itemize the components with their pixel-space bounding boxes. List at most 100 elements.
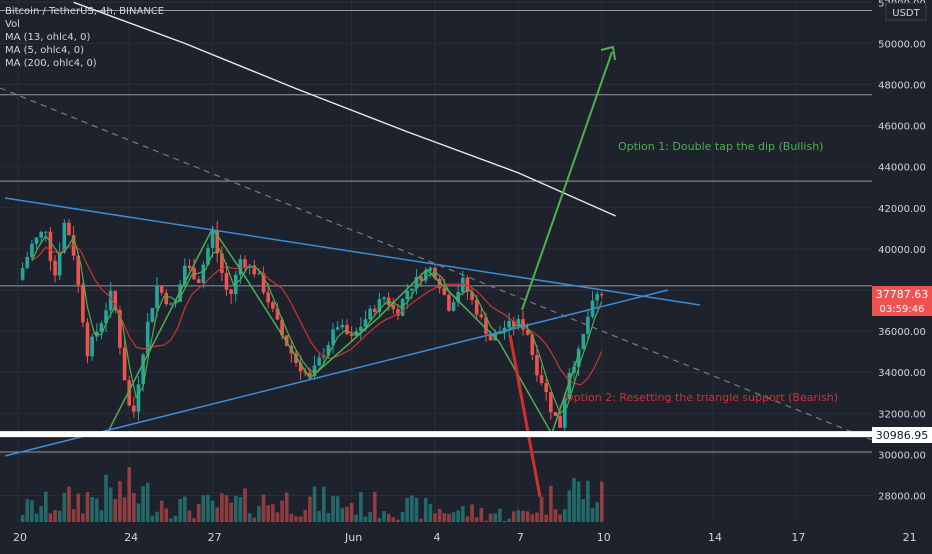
volume-bar (326, 513, 331, 527)
volume-bar (465, 516, 470, 527)
volume-bar (525, 511, 530, 527)
volume-bar (544, 514, 548, 527)
volume-bar (345, 506, 349, 527)
candle-body (308, 372, 312, 376)
volume-bar (400, 512, 405, 527)
volume-bar (521, 510, 525, 527)
price-scale[interactable] (872, 0, 932, 522)
volume-bar (433, 513, 437, 527)
volume-bar (183, 496, 187, 527)
candle-body (539, 375, 544, 384)
candle-body (595, 294, 599, 301)
candle-body (562, 398, 567, 428)
candle-body (173, 301, 178, 304)
candle-body (62, 222, 67, 253)
candle-body (215, 230, 220, 254)
volume-bar (530, 514, 535, 527)
volume-bar (428, 504, 433, 527)
volume-bar (558, 514, 562, 527)
indicator-ma5[interactable]: MA (5, ohlc4, 0) (5, 45, 84, 56)
candle-body (238, 259, 243, 275)
volume-bar (238, 497, 243, 527)
candle-body (141, 354, 145, 385)
chart-legend: Bitcoin / TetherUS, 4h, BINANCE Vol MA (… (5, 5, 164, 70)
volume-bar (44, 491, 48, 527)
y-tick-label: 42000.00 (878, 204, 926, 215)
candle-body (132, 405, 136, 412)
candle-body (461, 277, 465, 292)
currency-badge[interactable] (885, 2, 927, 21)
y-tick-label: 48000.00 (878, 81, 926, 92)
volume-bar (461, 506, 465, 527)
candle-body (187, 265, 192, 268)
volume-bar (284, 492, 289, 527)
volume-bar (280, 500, 284, 527)
candle-body (48, 231, 53, 261)
volume-bar (405, 497, 409, 527)
candle-body (521, 319, 525, 330)
candle-body (345, 324, 349, 334)
volume-bar (224, 495, 229, 527)
volume-bar (159, 500, 164, 527)
indicator-ma13[interactable]: MA (13, ohlc4, 0) (5, 32, 91, 43)
candle-body (20, 268, 25, 280)
volume-bar (201, 495, 206, 527)
candle-body (224, 272, 229, 290)
volume-bar (136, 503, 141, 527)
candle-body (271, 302, 275, 309)
candle-body (252, 265, 257, 275)
candle-body (34, 237, 39, 244)
volume-bar (53, 509, 57, 527)
candle-body (196, 279, 201, 283)
candle-body (76, 255, 81, 285)
volume-bar (581, 499, 586, 527)
volume-bar (210, 500, 215, 527)
candle-body (456, 291, 460, 303)
volume-bar (488, 513, 493, 527)
candle-body (164, 292, 169, 305)
volume-bar (48, 513, 53, 527)
volume-bar (437, 508, 442, 527)
volume-bar (104, 474, 108, 527)
candle-body (372, 308, 377, 313)
volume-bar (354, 514, 359, 527)
candle-body (169, 303, 173, 305)
volume-bar (386, 513, 391, 527)
candle-body (155, 285, 159, 309)
x-tick-label: 27 (208, 531, 222, 544)
candle-body (266, 292, 270, 303)
x-tick-label: Jun (344, 531, 362, 544)
volume-bar (470, 504, 474, 527)
dashed-trendline (0, 87, 873, 441)
volume-bar (340, 508, 345, 527)
indicator-vol[interactable]: Vol (5, 19, 20, 30)
volume-bar (257, 505, 261, 527)
volume-bar (233, 495, 238, 527)
candle-body (113, 290, 118, 310)
candle-body (535, 354, 539, 376)
volume-bar (34, 513, 39, 527)
volume-bar (590, 507, 595, 527)
candle-body (340, 324, 345, 328)
time-scale[interactable] (0, 522, 932, 550)
candle-body (530, 334, 535, 355)
volume-bar (243, 488, 247, 527)
volume-bar (25, 499, 30, 527)
volume-bar (118, 481, 122, 527)
candle-body (257, 273, 261, 275)
candle-body (233, 274, 238, 295)
ma13-line (31, 243, 603, 386)
candle-body (201, 264, 206, 283)
volume-bar (127, 467, 131, 527)
volume-bar (456, 510, 460, 527)
x-tick-label: 20 (13, 531, 27, 544)
symbol-title[interactable]: Bitcoin / TetherUS, 4h, BINANCE (5, 6, 165, 17)
volume-bar (90, 496, 94, 527)
candle-body (326, 345, 331, 356)
candle-body (581, 334, 586, 349)
volume-bar (62, 492, 67, 527)
volume-bar (368, 512, 372, 527)
current-price-text: 37787.63 (876, 288, 929, 301)
indicator-ma200[interactable]: MA (200, ohlc4, 0) (5, 58, 97, 69)
volume-bar (155, 511, 159, 527)
